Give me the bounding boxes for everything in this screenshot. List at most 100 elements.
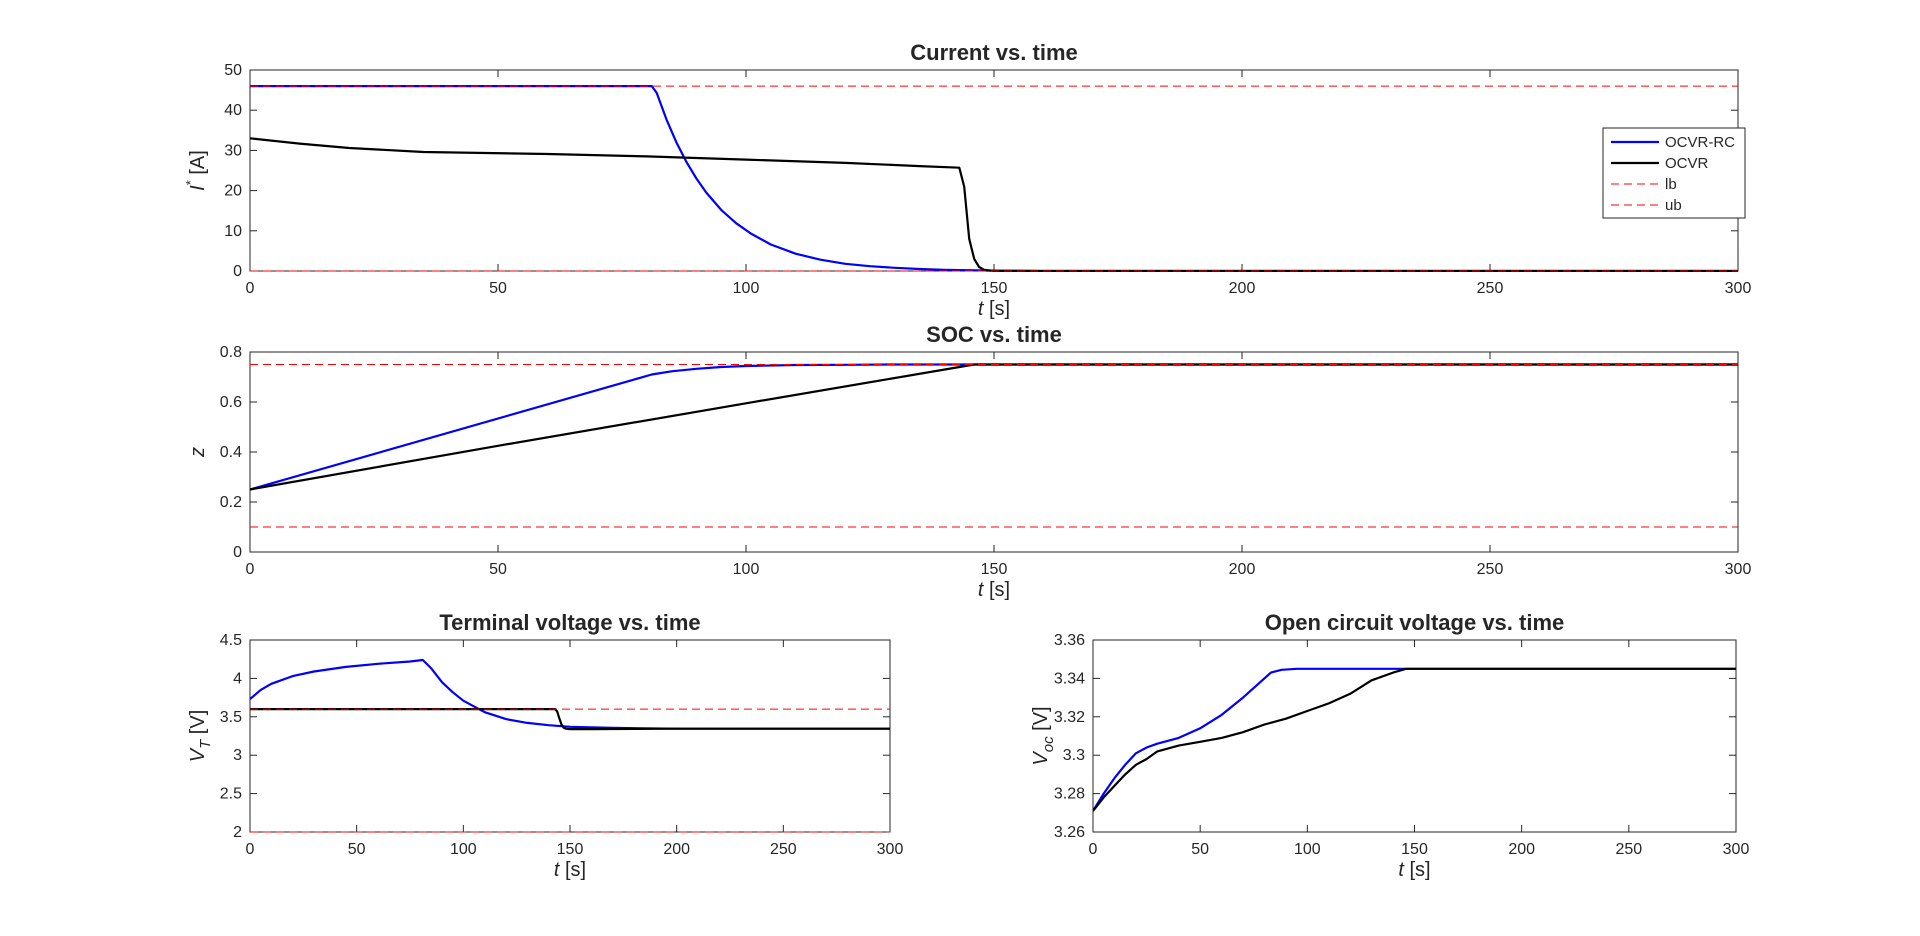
y-tick-label: 50 — [224, 62, 242, 79]
series-line-ocvr — [250, 137, 1738, 272]
chart-title: SOC vs. time — [926, 322, 1062, 347]
y-tick-label: 0.2 — [220, 494, 242, 511]
legend: OCVR-RC OCVR lb ub — [1602, 127, 1746, 219]
x-axis-label-var: t — [978, 579, 985, 601]
series-line-ocvr-rc — [250, 84, 1738, 272]
series-group — [250, 658, 890, 833]
y-axis-label-sup: * — [183, 180, 198, 185]
x-axis-label: t [s] — [978, 298, 1010, 320]
x-axis-label: t [s] — [554, 859, 586, 881]
y-tick-label: 0.6 — [220, 394, 242, 411]
x-tick-label: 200 — [1229, 280, 1256, 297]
y-tick-label: 3.28 — [1054, 786, 1085, 803]
y-tick-label: 30 — [224, 142, 242, 159]
x-axis-label-var: t — [554, 859, 561, 881]
x-tick-label: 150 — [981, 280, 1008, 297]
x-tick-label: 250 — [1615, 841, 1642, 858]
chart-title: Current vs. time — [910, 40, 1078, 65]
series-line-ocvr — [1093, 667, 1736, 812]
subplot-4: 0 50 100 150 200 250 300 3.26 3.28 3.3 3.32 3.34 3.3… — [1030, 610, 1749, 881]
legend-label-lb: lb — [1665, 176, 1677, 193]
x-tick-label: 250 — [1477, 280, 1504, 297]
x-axis-label-unit: [s] — [983, 298, 1010, 320]
x-tick-label: 0 — [1089, 841, 1098, 858]
y-tick-label: 4.5 — [220, 632, 242, 649]
subplot-2: 0 50 100 150 200 250 300 0 0.2 0.4 0.6 0.8 SOC vs. t… — [187, 322, 1751, 601]
y-axis-label-sub: T — [197, 738, 214, 749]
x-tick-label: 50 — [489, 561, 507, 578]
x-tick-label: 250 — [1477, 561, 1504, 578]
x-tick-label: 50 — [1191, 841, 1209, 858]
x-axis-label-unit: [s] — [1404, 859, 1431, 881]
x-tick-label: 0 — [246, 841, 255, 858]
series-group — [1093, 667, 1736, 812]
x-tick-label: 0 — [246, 561, 255, 578]
y-axis-label-unit: [V] — [187, 710, 209, 740]
x-tick-label: 300 — [877, 841, 904, 858]
x-axis-label: t [s] — [1398, 859, 1430, 881]
series-line-ocvr-rc — [1093, 667, 1736, 812]
x-axis-label-unit: [s] — [559, 859, 586, 881]
chart-title: Terminal voltage vs. time — [439, 610, 700, 635]
x-tick-label: 150 — [981, 561, 1008, 578]
y-axis-label-var: V — [1030, 751, 1052, 766]
x-tick-label: 150 — [557, 841, 584, 858]
x-tick-label: 100 — [450, 841, 477, 858]
y-axis-label-var: z — [187, 447, 209, 458]
y-tick-label: 3.3 — [1063, 747, 1085, 764]
x-axis-label-unit: [s] — [983, 579, 1010, 601]
y-axis-label-unit: [V] — [1030, 706, 1052, 736]
x-tick-label: 300 — [1725, 280, 1752, 297]
y-tick-label: 40 — [224, 102, 242, 119]
y-tick-label: 0.8 — [220, 344, 242, 361]
x-tick-label: 50 — [348, 841, 366, 858]
y-tick-label: 4 — [233, 670, 242, 687]
x-tick-label: 100 — [733, 561, 760, 578]
y-tick-label: 0.4 — [220, 444, 242, 461]
x-axis-label: t [s] — [978, 579, 1010, 601]
y-tick-label: 3.26 — [1054, 824, 1085, 841]
x-tick-label: 100 — [733, 280, 760, 297]
series-line-ocvr — [250, 707, 890, 731]
y-tick-label: 3.5 — [220, 709, 242, 726]
y-axis-label-var: I — [187, 185, 209, 191]
plot-area — [249, 351, 1739, 553]
y-axis-label: I* [A] — [183, 150, 209, 191]
series-group — [250, 84, 1738, 272]
legend-label-ocvr-rc: OCVR-RC — [1665, 134, 1735, 151]
chart-title: Open circuit voltage vs. time — [1265, 610, 1565, 635]
x-tick-label: 250 — [770, 841, 797, 858]
plot-area — [249, 69, 1739, 272]
x-tick-label: 50 — [489, 280, 507, 297]
y-axis-label-unit: [A] — [187, 150, 209, 180]
x-axis-label-var: t — [978, 298, 985, 320]
x-tick-label: 200 — [1229, 561, 1256, 578]
legend-label-ub: ub — [1665, 197, 1682, 214]
x-axis-label-var: t — [1398, 859, 1405, 881]
legend-label-ocvr: OCVR — [1665, 155, 1709, 172]
y-tick-label: 3 — [233, 747, 242, 764]
y-tick-label: 3.32 — [1054, 709, 1085, 726]
y-tick-label: 20 — [224, 183, 242, 200]
y-tick-label: 3.36 — [1054, 632, 1085, 649]
x-tick-label: 150 — [1401, 841, 1428, 858]
plot-area — [1092, 639, 1737, 833]
x-tick-label: 0 — [246, 280, 255, 297]
subplot-3: 0 50 100 150 200 250 300 2 2.5 3 3.5 4 4.5 Terminal v… — [187, 610, 903, 881]
x-tick-label: 200 — [663, 841, 690, 858]
y-tick-label: 10 — [224, 223, 242, 240]
x-tick-label: 200 — [1508, 841, 1535, 858]
y-tick-label: 0 — [233, 544, 242, 561]
x-tick-label: 300 — [1725, 561, 1752, 578]
y-axis-label: z — [187, 447, 209, 458]
subplot-1: 0 50 100 150 200 250 300 0 10 20 30 40 50 Current vs.… — [183, 40, 1751, 320]
y-tick-label: 2 — [233, 824, 242, 841]
y-tick-label: 2.5 — [220, 786, 242, 803]
y-tick-label: 0 — [233, 263, 242, 280]
x-tick-label: 100 — [1294, 841, 1321, 858]
plot-area — [249, 639, 891, 833]
y-axis-label: VT [V] — [187, 710, 214, 763]
y-axis-label-sub: oc — [1040, 736, 1057, 752]
